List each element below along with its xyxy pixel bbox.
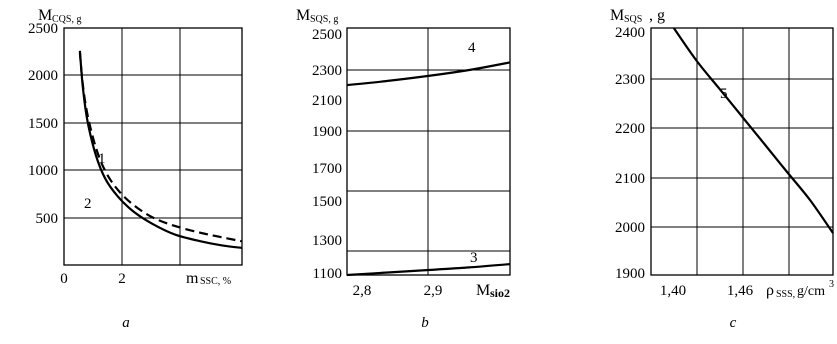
panel-b-curve-label-4: 4 [468,40,476,56]
panel-c-xtick-1-46: 1,46 [727,283,754,299]
panel-a-xtick-0: 0 [60,271,68,287]
panel-c-frame [650,27,834,276]
panel-a-ytick-2500: 2500 [28,21,58,37]
panel-b-ytick-1100: 1100 [313,266,342,282]
series-5-line [672,27,834,234]
panel-c-ytick-2300: 2300 [615,72,645,88]
panel-a-frame [63,27,243,266]
panel-c-ylabel-sub: SQS [624,14,642,25]
panel-b-ytick-1500: 1500 [312,194,342,210]
panel-a-ytick-500: 500 [36,211,59,227]
panel-a: M CQS, g 2500 2000 1500 1000 500 0 2 m S… [28,7,243,331]
panel-b-ytick-1700: 1700 [312,161,342,177]
panel-b-ytick-1300: 1300 [312,233,342,249]
panel-b: M SQS, g 2500 2300 2100 1900 1700 1500 1… [296,7,511,331]
panel-c-ytick-2000: 2000 [615,220,645,236]
panel-c-ylabel-unit: , g [649,7,665,24]
panel-a-ylabel-main: M [38,7,52,24]
panel-c-ylabel-main: M [610,7,624,24]
panel-b-sublabel: b [421,315,429,331]
panel-a-xlabel-sub: SSC, % [200,276,231,287]
panel-a-curve-label-1: 1 [98,151,106,167]
panel-b-ytick-2500: 2500 [312,27,342,43]
panel-b-xtick-2-8: 2,8 [353,283,372,299]
panel-c-ytick-2200: 2200 [615,121,645,137]
panel-b-ytick-2300: 2300 [312,63,342,79]
series-2-line [78,50,243,249]
panel-c-ytick-1900: 1900 [615,266,645,282]
panel-c-series [672,27,834,234]
panel-c-ytick-2400: 2400 [615,25,645,41]
panel-c-xtick-1-40: 1,40 [660,283,686,299]
series-1-line [78,52,243,243]
series-4-line [346,61,511,87]
panel-c-curve-label-5: 5 [720,86,728,102]
panel-c-xlabel-main: ρ [766,282,774,299]
panel-b-grid [347,28,510,275]
panel-c-sublabel: c [730,315,737,331]
panel-b-xlabel-sub: sio2 [490,286,510,300]
panel-c-ytick-2100: 2100 [615,171,645,187]
panel-a-series [78,50,243,249]
panel-a-sublabel: a [122,315,130,331]
panel-a-curve-label-2: 2 [84,196,92,212]
panel-c-xlabel-unit: g/cm [797,284,825,299]
panel-c-xlabel-sub: SSS, [776,289,795,300]
series-3-line [346,263,511,277]
panel-b-xlabel-main: M [476,282,490,299]
panel-a-ytick-1000: 1000 [28,163,58,179]
panel-a-ylabel-sub: CQS, g [52,14,81,25]
panel-a-xlabel-main: m [186,270,199,287]
panel-b-series [346,61,511,277]
panel-c-grid [651,28,833,275]
panel-c-xlabel-sup: 3 [829,279,834,290]
panel-a-ytick-2000: 2000 [28,68,58,84]
panel-a-ytick-1500: 1500 [28,116,58,132]
panel-b-ylabel-main: M [296,7,310,24]
panel-b-curve-label-3: 3 [470,250,478,266]
panel-a-grid [64,28,242,265]
panel-b-ytick-1900: 1900 [312,124,342,140]
panel-b-ylabel-sub: SQS, g [310,14,338,25]
panel-b-ytick-2100: 2100 [312,93,342,109]
panel-a-xtick-2: 2 [118,271,126,287]
panel-c: M SQS , g 2400 2300 2200 2100 2000 1900 … [610,7,834,331]
panel-b-xtick-2-9: 2,9 [424,283,443,299]
